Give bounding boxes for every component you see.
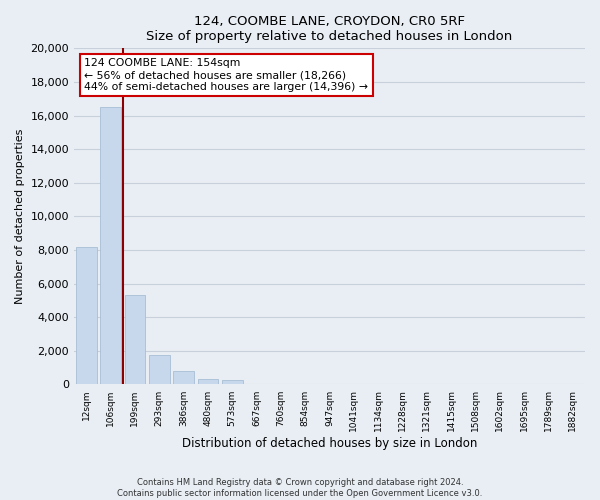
Bar	[197, 380, 218, 384]
Bar	[100, 107, 121, 384]
Title: 124, COOMBE LANE, CROYDON, CR0 5RF
Size of property relative to detached houses : 124, COOMBE LANE, CROYDON, CR0 5RF Size …	[146, 15, 512, 43]
Bar	[149, 355, 170, 384]
Text: Contains HM Land Registry data © Crown copyright and database right 2024.
Contai: Contains HM Land Registry data © Crown c…	[118, 478, 482, 498]
X-axis label: Distribution of detached houses by size in London: Distribution of detached houses by size …	[182, 437, 477, 450]
Bar	[125, 296, 145, 384]
Bar	[222, 380, 242, 384]
Y-axis label: Number of detached properties: Number of detached properties	[15, 128, 25, 304]
Text: 124 COOMBE LANE: 154sqm
← 56% of detached houses are smaller (18,266)
44% of sem: 124 COOMBE LANE: 154sqm ← 56% of detache…	[84, 58, 368, 92]
Bar	[76, 246, 97, 384]
Bar	[173, 372, 194, 384]
